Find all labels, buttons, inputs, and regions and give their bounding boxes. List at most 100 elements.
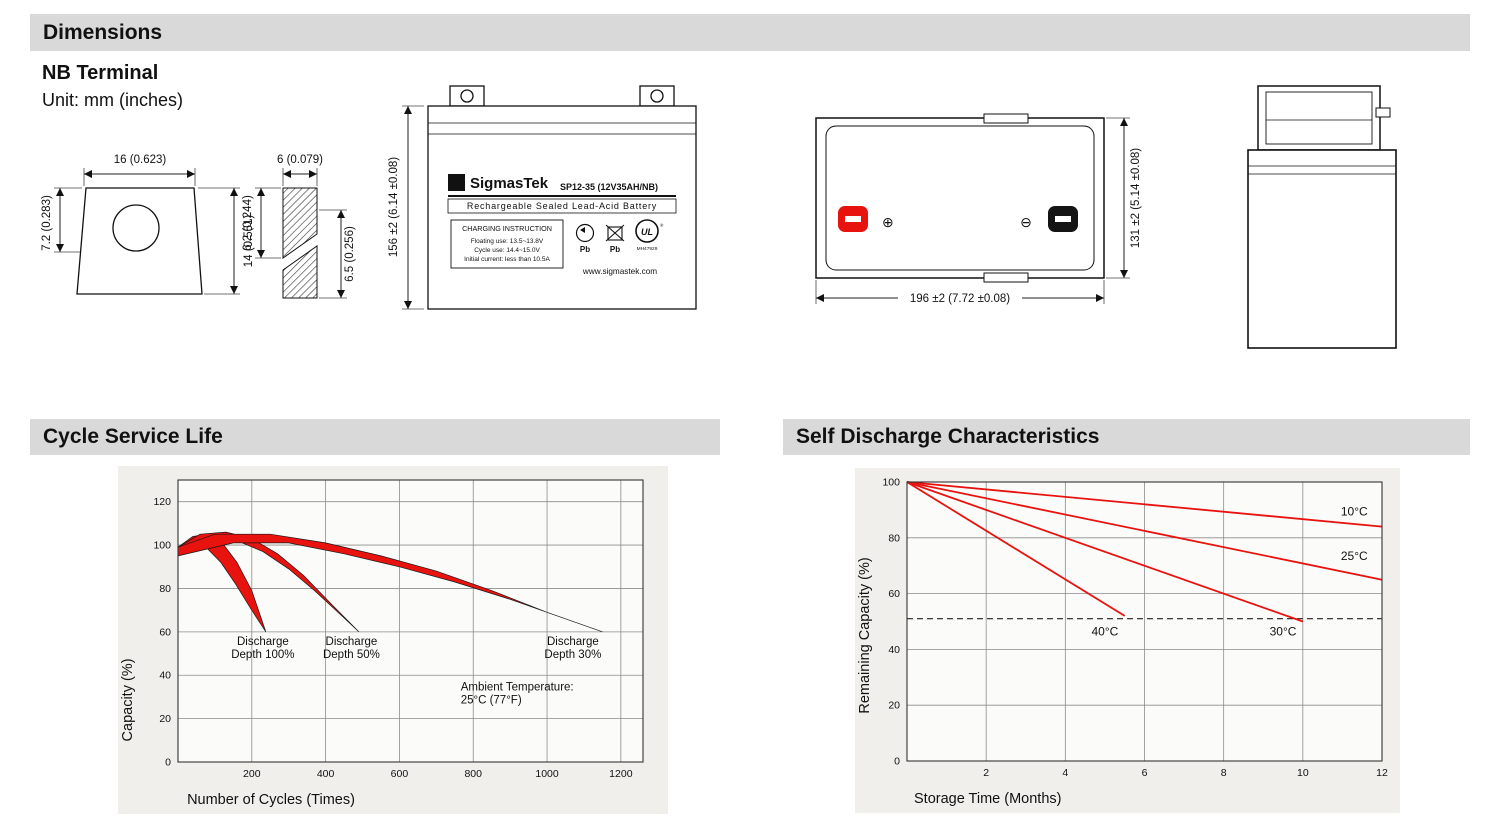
sigma-logo-box: [448, 174, 465, 191]
nb-terminal-title: NB Terminal: [42, 62, 159, 84]
brand-name: SigmasTek: [470, 175, 549, 192]
charging-line2: Cycle use: 14.4~15.0V: [474, 247, 540, 254]
hatched-section-lower: [282, 245, 318, 299]
battery-type-line: Rechargeable Sealed Lead-Acid Battery: [467, 201, 657, 211]
svg-text:80: 80: [888, 532, 900, 544]
cycle-service-life-header-bar: Cycle Service Life: [30, 419, 720, 455]
cycle-service-life-chart: 200 400 600 800 1000 1200 0 20 40 60 80 100 120 Disch…: [120, 479, 644, 808]
dimensions-title: Dimensions: [43, 20, 163, 44]
terminal-hole-left: [460, 89, 474, 103]
handle-notch-bottom: [983, 272, 1029, 283]
charging-title: CHARGING INSTRUCTION: [462, 224, 552, 233]
battery-top-view: ⊕ ⊖ 196 ±2 (7.72 ±0.08) 131 ±2 (5.14 ±0.…: [815, 113, 1142, 305]
svg-text:60: 60: [888, 588, 900, 600]
terminal-upper-height-dim: 7.2 (0.283): [41, 195, 53, 251]
svg-text:1000: 1000: [535, 768, 559, 780]
self-discharge-figure: 10°C 25°C 30°C 40°C 2 4 6 8 10 12 0 20 40 60 80 100 Stor…: [855, 468, 1400, 813]
battery-case: [427, 105, 697, 310]
no-trash-icon: Pb: [605, 224, 625, 254]
svg-text:80: 80: [159, 583, 171, 595]
charging-line3: Initial current: less than 10.5A: [464, 256, 550, 263]
battery-depth-dim: 131 ±2 (5.14 ±0.08): [1130, 148, 1142, 248]
svg-text:4: 4: [1062, 767, 1068, 779]
svg-text:12: 12: [1376, 767, 1388, 779]
battery-width-dim: 196 ±2 (7.72 ±0.08): [910, 293, 1010, 305]
svg-text:60: 60: [159, 626, 171, 638]
unit-label: Unit: mm (inches): [42, 90, 184, 110]
self-discharge-title: Self Discharge Characteristics: [796, 425, 1100, 448]
model-number: SP12-35 (12V35AH/NB): [560, 182, 658, 192]
handle-notch-top: [983, 113, 1029, 124]
dimensions-header-bar: Dimensions: [30, 14, 1470, 51]
battery-height-dim: 156 ±2 (6.14 ±0.08): [388, 157, 400, 257]
website-text: www.sigmastek.com: [582, 267, 657, 276]
svg-text:25°C: 25°C: [1341, 549, 1368, 563]
terminal-side-width-dim: 6 (0.079): [277, 154, 323, 166]
terminal-height-dim: 14 (0.551): [243, 215, 255, 268]
cycle-service-life-title: Cycle Service Life: [43, 425, 223, 448]
side-body: [1247, 149, 1397, 349]
svg-text:0: 0: [165, 757, 171, 769]
terminal-side-right-dim: 6.5 (0.256): [344, 226, 356, 282]
pb-label-1: Pb: [580, 245, 590, 254]
svg-text:30°C: 30°C: [1270, 624, 1297, 638]
top-view-outer: [815, 117, 1105, 279]
ul-icon: UL ® MH47929: [635, 219, 664, 252]
svg-text:Capacity (%): Capacity (%): [120, 658, 136, 741]
mh-number: MH47929: [637, 246, 658, 252]
svg-text:1200: 1200: [609, 768, 633, 780]
svg-text:40: 40: [159, 670, 171, 682]
plus-symbol: ⊕: [882, 214, 894, 230]
self-discharge-header-bar: Self Discharge Characteristics: [783, 419, 1470, 455]
cycle-service-life-figure: 200 400 600 800 1000 1200 0 20 40 60 80 100 120 Disch…: [118, 466, 668, 814]
svg-text:20: 20: [888, 700, 900, 712]
svg-text:8: 8: [1221, 767, 1227, 779]
self-discharge-chart: 10°C 25°C 30°C 40°C 2 4 6 8 10 12 0 20 40 60 80 100 Stor…: [857, 477, 1388, 808]
terminal-front-view: 16 (0.623) 7.2 (0.283) 14 (0.551): [41, 154, 255, 295]
svg-text:0: 0: [894, 756, 900, 768]
svg-text:400: 400: [317, 768, 335, 780]
ul-label: UL: [641, 227, 653, 237]
charging-line1: Floating use: 13.5~13.8V: [471, 238, 544, 245]
pb-label-2: Pb: [610, 245, 620, 254]
terminal-hole-right: [650, 89, 664, 103]
sigma-logo-icon: Σ: [453, 176, 461, 191]
svg-text:10: 10: [1297, 767, 1309, 779]
svg-text:40: 40: [888, 644, 900, 656]
svg-text:Number of Cycles (Times): Number of Cycles (Times): [187, 792, 355, 808]
minus-symbol: ⊖: [1020, 214, 1032, 230]
recycle-icon: Pb: [575, 223, 595, 254]
terminal-hole: [112, 204, 160, 252]
negative-terminal-slot: [1055, 216, 1071, 222]
svg-text:100: 100: [153, 540, 171, 552]
svg-text:Storage Time (Months): Storage Time (Months): [914, 791, 1061, 807]
side-terminal-tab: [1375, 107, 1391, 118]
svg-text:40°C: 40°C: [1092, 624, 1119, 638]
svg-text:6: 6: [1142, 767, 1148, 779]
svg-text:Ambient Temperature:25°C (77°F: Ambient Temperature: 25°C (77°F): [461, 681, 574, 706]
terminal-side-left-dim: 6.2 (0.244): [242, 195, 254, 251]
battery-label: Σ SigmasTek SP12-35 (12V35AH/NB) Recharg…: [447, 174, 677, 276]
registered-mark: ®: [660, 222, 664, 228]
svg-text:800: 800: [464, 768, 482, 780]
positive-terminal-slot: [845, 216, 861, 222]
side-top-inner: [1265, 91, 1373, 145]
svg-text:2: 2: [983, 767, 989, 779]
battery-side-view: [1247, 85, 1397, 349]
hatched-section-upper: [282, 187, 318, 259]
svg-text:Remaining Capacity (%): Remaining Capacity (%): [857, 557, 873, 713]
charging-instruction-box: [450, 219, 564, 269]
svg-text:20: 20: [159, 713, 171, 725]
terminal-side-view: 6 (0.079) 6.2 (0.244) 6.5 (0.256): [242, 154, 356, 299]
svg-text:120: 120: [153, 496, 171, 508]
terminal-width-dim: 16 (0.623): [114, 154, 167, 166]
svg-text:600: 600: [391, 768, 409, 780]
side-top-block: [1257, 85, 1381, 151]
svg-text:200: 200: [243, 768, 261, 780]
top-view-inner: [825, 125, 1095, 271]
svg-text:100: 100: [882, 477, 900, 489]
svg-text:10°C: 10°C: [1341, 504, 1368, 518]
